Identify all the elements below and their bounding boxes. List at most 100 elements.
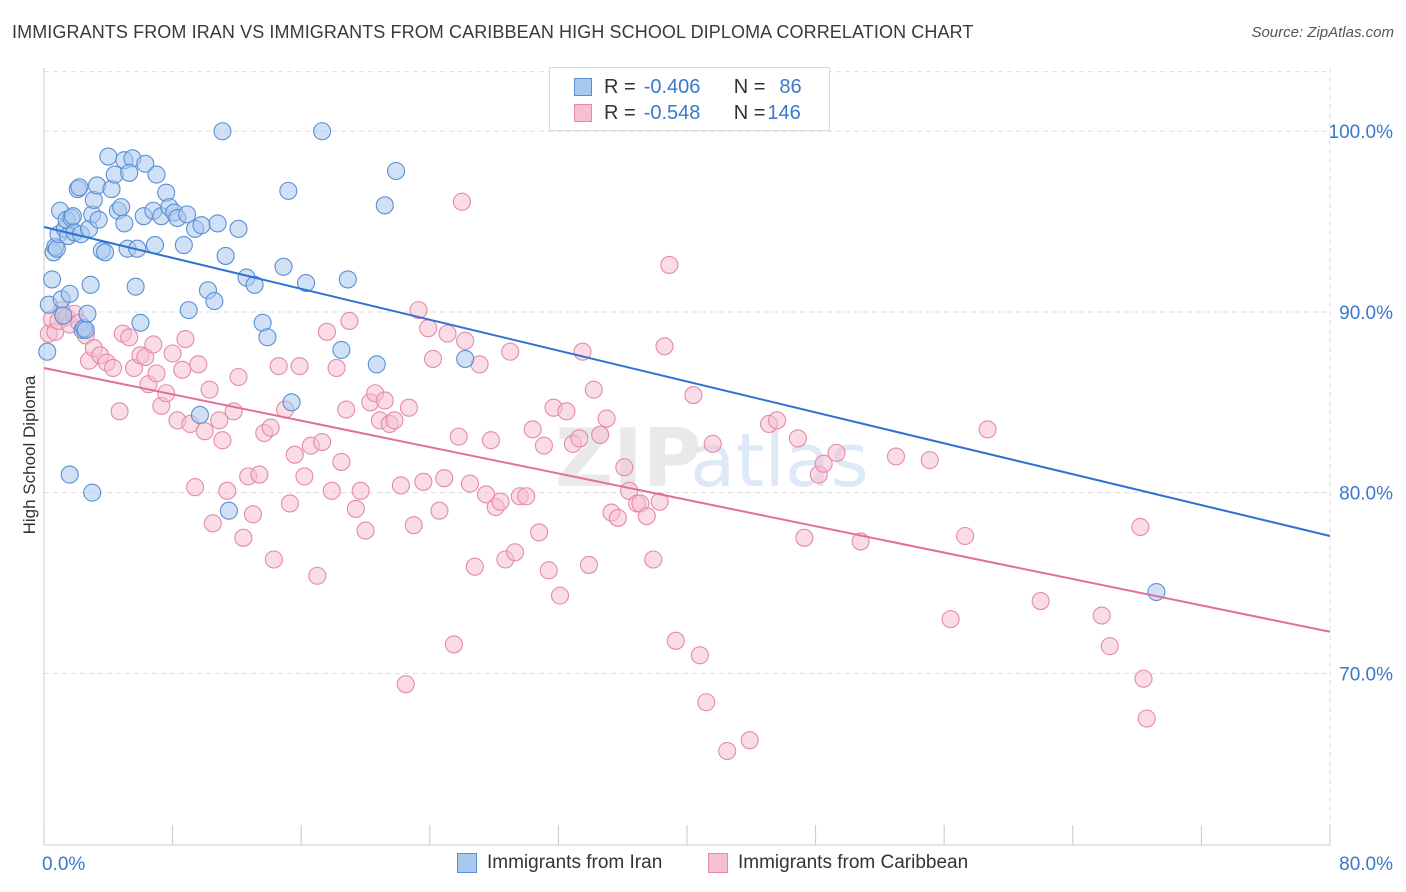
iran-point xyxy=(126,277,145,296)
caribbean-point xyxy=(322,481,341,500)
caribbean-point xyxy=(456,331,475,350)
caribbean-point xyxy=(317,322,336,341)
iran-point xyxy=(147,165,166,184)
caribbean-point xyxy=(814,454,833,473)
caribbean-point xyxy=(337,400,356,419)
caribbean-point xyxy=(375,391,394,410)
caribbean-trendline xyxy=(43,366,1331,633)
caribbean-point xyxy=(438,324,457,343)
caribbean-point xyxy=(409,301,428,320)
caribbean-point xyxy=(795,528,814,547)
caribbean-point xyxy=(644,550,663,569)
caribbean-point xyxy=(941,610,960,629)
caribbean-point xyxy=(517,487,536,506)
caribbean-point xyxy=(313,432,332,452)
caribbean-point xyxy=(477,485,496,504)
iran-point xyxy=(60,465,79,484)
iran-point xyxy=(38,342,57,361)
caribbean-point xyxy=(396,675,415,694)
caribbean-point xyxy=(491,492,510,511)
y-tick-label: 100.0% xyxy=(1329,122,1394,143)
iran-point xyxy=(332,340,351,359)
iran-point xyxy=(63,207,82,226)
iran-point xyxy=(131,313,150,332)
iran-point xyxy=(258,328,277,347)
iran-swatch xyxy=(574,78,592,96)
caribbean-point xyxy=(886,447,906,466)
caribbean-point xyxy=(637,507,656,526)
caribbean-point xyxy=(269,357,288,376)
iran-point xyxy=(338,270,357,289)
iran-point xyxy=(274,257,293,276)
caribbean-point xyxy=(697,693,716,712)
iran-point xyxy=(375,196,394,215)
caribbean-point xyxy=(163,344,182,363)
x-tick-label-min: 0.0% xyxy=(42,854,85,875)
caribbean-point xyxy=(579,555,598,574)
iran-point xyxy=(96,243,115,262)
legend-item-iran: Immigrants from Iran xyxy=(457,852,662,874)
caribbean-point xyxy=(1100,637,1119,656)
iran-point xyxy=(112,198,131,217)
iran-points xyxy=(38,122,1166,602)
caribbean-swatch xyxy=(574,104,592,122)
caribbean-point xyxy=(423,349,443,368)
iran-trendline xyxy=(43,226,1331,537)
iran-point xyxy=(456,349,475,368)
caribbean-point xyxy=(570,429,589,448)
caribbean-point xyxy=(295,467,314,486)
caribbean-point xyxy=(684,386,703,405)
iran-point xyxy=(296,273,316,293)
caribbean-point xyxy=(120,328,139,347)
caribbean-point xyxy=(1131,517,1150,537)
caribbean-point xyxy=(391,476,410,495)
caribbean-point xyxy=(404,516,423,535)
iran-point xyxy=(54,306,73,325)
iran-point xyxy=(279,181,298,200)
caribbean-point xyxy=(261,418,280,437)
caribbean-point xyxy=(264,550,283,569)
iran-point xyxy=(174,236,193,255)
caribbean-point xyxy=(1031,592,1050,611)
caribbean-point xyxy=(176,329,195,349)
iran-point xyxy=(89,210,108,229)
caribbean-point xyxy=(615,458,634,477)
iran-point xyxy=(192,216,211,235)
caribbean-point xyxy=(229,367,248,387)
caribbean-point xyxy=(690,646,709,665)
caribbean-point xyxy=(346,499,365,518)
caribbean-r-value: -0.548 xyxy=(643,101,701,124)
chart-title: IMMIGRANTS FROM IRAN VS IMMIGRANTS FROM … xyxy=(12,22,974,42)
caribbean-point xyxy=(250,465,269,484)
iran-point xyxy=(78,304,97,323)
caribbean-point xyxy=(534,436,553,455)
iran-point xyxy=(136,154,155,173)
caribbean-point xyxy=(523,420,542,439)
caribbean-point xyxy=(234,528,253,547)
caribbean-point xyxy=(290,357,309,376)
legend-item-caribbean: Immigrants from Caribbean xyxy=(708,852,968,874)
caribbean-point xyxy=(327,358,346,378)
caribbean-point xyxy=(827,443,846,462)
source-label: Source: ZipAtlas.com xyxy=(1251,24,1394,41)
caribbean-point xyxy=(243,505,263,524)
trendlines xyxy=(43,226,1331,633)
iran-point xyxy=(229,219,248,238)
stats-legend: R = -0.406 N = 86 R = -0.548 N = 146 xyxy=(549,67,830,131)
caribbean-point xyxy=(608,508,627,527)
caribbean-point xyxy=(203,514,222,533)
caribbean-point xyxy=(597,409,616,428)
caribbean-point xyxy=(435,469,454,488)
caribbean-point xyxy=(195,422,214,441)
iran-point xyxy=(208,214,227,233)
caribbean-point xyxy=(1134,669,1153,688)
caribbean-point xyxy=(444,635,463,654)
caribbean-point xyxy=(218,481,237,500)
watermark-atlas: atlas xyxy=(690,418,869,504)
iran-point xyxy=(115,214,134,233)
caribbean-point xyxy=(280,494,299,513)
caribbean-point xyxy=(465,557,484,576)
iran-point xyxy=(99,147,118,166)
caribbean-point xyxy=(703,434,722,453)
